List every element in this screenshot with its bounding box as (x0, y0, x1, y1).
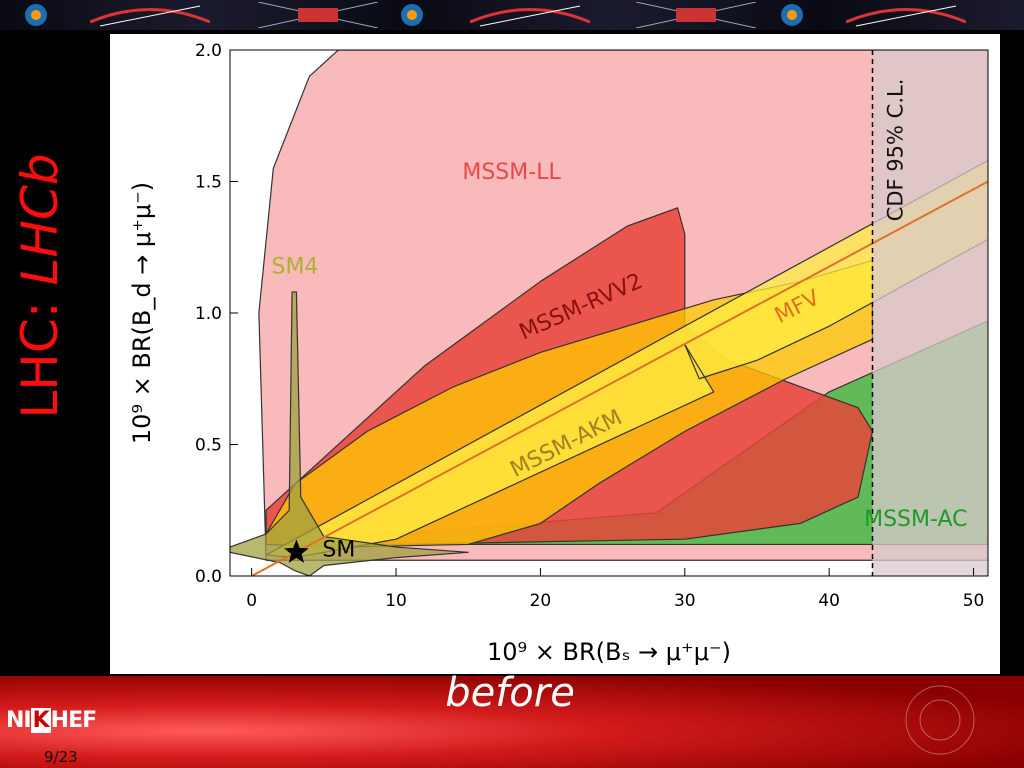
event-display-image-2 (470, 5, 590, 27)
event-display-image-1 (90, 5, 210, 27)
detector-image-2 (258, 2, 378, 28)
x-tick-label: 50 (963, 591, 985, 611)
y-tick-label: 1.5 (195, 173, 222, 193)
sm-point-label: SM (322, 537, 355, 562)
region-sm4 (230, 291, 469, 576)
event-display-image-3 (846, 5, 966, 27)
bottom-banner (0, 676, 1024, 768)
x-tick-label: 40 (818, 591, 840, 611)
region-label-sm4: SM4 (271, 255, 318, 280)
slide-title: LHC: LHCb (11, 153, 69, 419)
detector-image-4 (636, 2, 756, 28)
x-tick-label: 0 (246, 591, 257, 611)
y-tick-label: 0.5 (195, 436, 222, 456)
x-tick-label: 20 (530, 591, 552, 611)
y-axis-title: 10⁹ × BR(B_d → μ⁺μ⁻) (128, 182, 156, 444)
mfv-central-line (251, 180, 988, 576)
x-tick-label: 30 (674, 591, 696, 611)
y-tick-label: 1.0 (195, 304, 222, 324)
x-tick-label: 10 (385, 591, 407, 611)
cdf-excluded-region (872, 50, 988, 576)
y-tick-label: 2.0 (195, 41, 222, 61)
detector-image-1 (25, 4, 47, 26)
region-label-mssm-ac: MSSM-AC (864, 507, 967, 532)
region-label-mssm-ll: MSSM-LL (462, 160, 561, 185)
plot-panel: 0 10 20 30 40 50 0.0 0.5 1.0 1.5 2.0 10⁹ × BR(Bₛ → … (110, 34, 1000, 674)
sm-point-star (284, 539, 309, 563)
region-mfv (265, 159, 988, 559)
detector-image-3 (401, 4, 423, 26)
cdf-limit-label: CDF 95% C.L. (883, 79, 907, 222)
bottom-decoration (905, 685, 975, 755)
plot-area (230, 50, 988, 576)
nikhef-logo: NIKHEF (6, 708, 97, 733)
detector-image-5 (781, 4, 803, 26)
top-banner (0, 0, 1024, 30)
slide-caption: before (445, 670, 575, 716)
x-axis-title: 10⁹ × BR(Bₛ → μ⁺μ⁻) (487, 638, 731, 666)
chart: 0 10 20 30 40 50 0.0 0.5 1.0 1.5 2.0 10⁹ × BR(Bₛ → … (128, 41, 989, 666)
page-number: 9/23 (44, 748, 78, 766)
y-tick-label: 0.0 (195, 567, 222, 587)
